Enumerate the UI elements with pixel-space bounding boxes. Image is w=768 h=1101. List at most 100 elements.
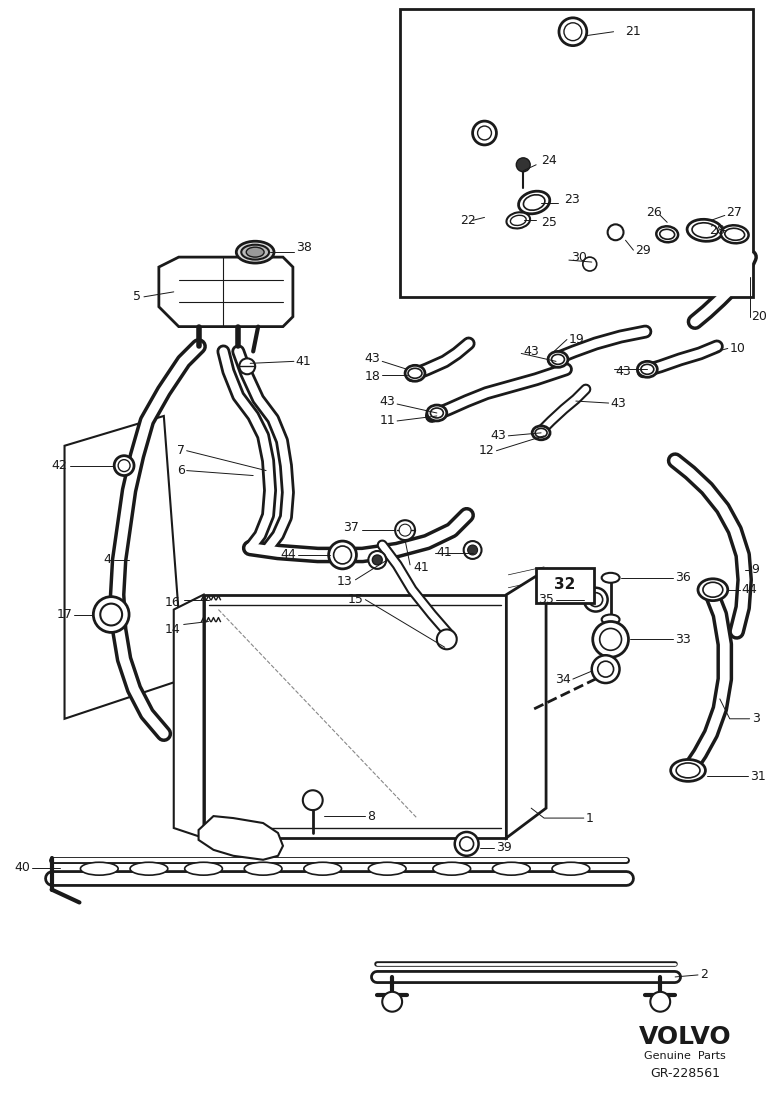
Polygon shape [199, 816, 283, 860]
Ellipse shape [676, 763, 700, 778]
Circle shape [472, 121, 496, 145]
Text: 41: 41 [296, 355, 312, 368]
Ellipse shape [433, 862, 471, 875]
Text: 44: 44 [742, 584, 757, 597]
Text: VOLVO: VOLVO [639, 1025, 731, 1048]
Text: 17: 17 [57, 608, 72, 621]
Ellipse shape [369, 862, 406, 875]
Text: 7: 7 [177, 444, 184, 457]
Ellipse shape [660, 229, 674, 239]
Circle shape [240, 359, 255, 374]
Text: 29: 29 [635, 243, 651, 257]
Circle shape [94, 597, 129, 632]
Ellipse shape [601, 614, 620, 624]
Text: 6: 6 [177, 465, 184, 477]
Text: 3: 3 [752, 712, 760, 726]
Text: 1: 1 [586, 811, 594, 825]
Ellipse shape [247, 248, 264, 258]
Text: 15: 15 [347, 593, 363, 607]
Circle shape [591, 655, 620, 683]
Ellipse shape [518, 192, 550, 214]
Text: 38: 38 [296, 241, 312, 253]
Text: 4: 4 [104, 554, 111, 566]
Ellipse shape [703, 582, 723, 597]
Text: GR-228561: GR-228561 [650, 1067, 720, 1080]
Text: 44: 44 [280, 548, 296, 562]
Circle shape [372, 555, 382, 565]
Text: 33: 33 [675, 633, 691, 646]
Text: 16: 16 [165, 596, 180, 609]
Text: 18: 18 [364, 370, 380, 383]
Ellipse shape [130, 862, 167, 875]
Ellipse shape [241, 244, 269, 260]
Text: 5: 5 [133, 291, 141, 303]
Circle shape [455, 832, 478, 855]
Circle shape [437, 630, 457, 650]
Text: 2: 2 [700, 969, 708, 981]
Ellipse shape [535, 428, 547, 437]
Polygon shape [174, 595, 204, 838]
Ellipse shape [548, 351, 568, 368]
Circle shape [101, 603, 122, 625]
Ellipse shape [492, 862, 530, 875]
Ellipse shape [692, 222, 718, 238]
Text: 40: 40 [14, 861, 30, 874]
Ellipse shape [721, 226, 749, 243]
Text: 26: 26 [647, 206, 662, 219]
Text: 39: 39 [496, 841, 512, 854]
Ellipse shape [244, 862, 282, 875]
Circle shape [396, 520, 415, 541]
Text: 24: 24 [541, 154, 557, 167]
Ellipse shape [524, 195, 545, 210]
Text: 28: 28 [709, 224, 725, 237]
Bar [400, 9, 753, 297]
Circle shape [559, 18, 587, 45]
Text: 13: 13 [336, 576, 353, 588]
Circle shape [382, 992, 402, 1012]
Ellipse shape [687, 219, 723, 241]
Text: 10: 10 [730, 342, 746, 355]
Ellipse shape [698, 579, 728, 601]
Text: 36: 36 [675, 571, 691, 585]
Circle shape [600, 629, 621, 651]
Circle shape [468, 545, 478, 555]
Text: 12: 12 [478, 444, 495, 457]
Circle shape [399, 524, 411, 536]
Ellipse shape [304, 862, 342, 875]
Circle shape [114, 456, 134, 476]
Ellipse shape [551, 355, 564, 364]
Circle shape [369, 550, 386, 569]
Ellipse shape [81, 862, 118, 875]
Circle shape [333, 546, 352, 564]
Text: 27: 27 [726, 206, 742, 219]
Circle shape [478, 126, 492, 140]
Ellipse shape [511, 216, 526, 226]
Text: 41: 41 [413, 562, 429, 575]
Text: 37: 37 [343, 521, 359, 534]
Circle shape [329, 541, 356, 569]
Ellipse shape [725, 228, 745, 240]
Circle shape [593, 621, 628, 657]
Bar [536, 568, 594, 602]
Circle shape [564, 23, 582, 41]
Text: 25: 25 [541, 216, 557, 229]
Text: 43: 43 [491, 429, 506, 443]
Circle shape [464, 541, 482, 559]
Text: 30: 30 [571, 251, 587, 263]
Text: Genuine  Parts: Genuine Parts [644, 1051, 726, 1061]
Text: 43: 43 [379, 394, 396, 407]
Text: 22: 22 [460, 214, 475, 227]
Ellipse shape [657, 227, 678, 242]
Ellipse shape [670, 760, 706, 782]
Text: 34: 34 [555, 673, 571, 686]
Ellipse shape [184, 862, 223, 875]
Circle shape [589, 592, 603, 607]
Text: 41: 41 [437, 546, 452, 559]
Text: 42: 42 [51, 459, 68, 472]
Circle shape [460, 837, 474, 851]
Text: 31: 31 [750, 770, 766, 783]
Text: 43: 43 [611, 396, 627, 410]
Text: 14: 14 [165, 623, 180, 636]
Ellipse shape [237, 241, 274, 263]
Text: 9: 9 [752, 564, 760, 576]
